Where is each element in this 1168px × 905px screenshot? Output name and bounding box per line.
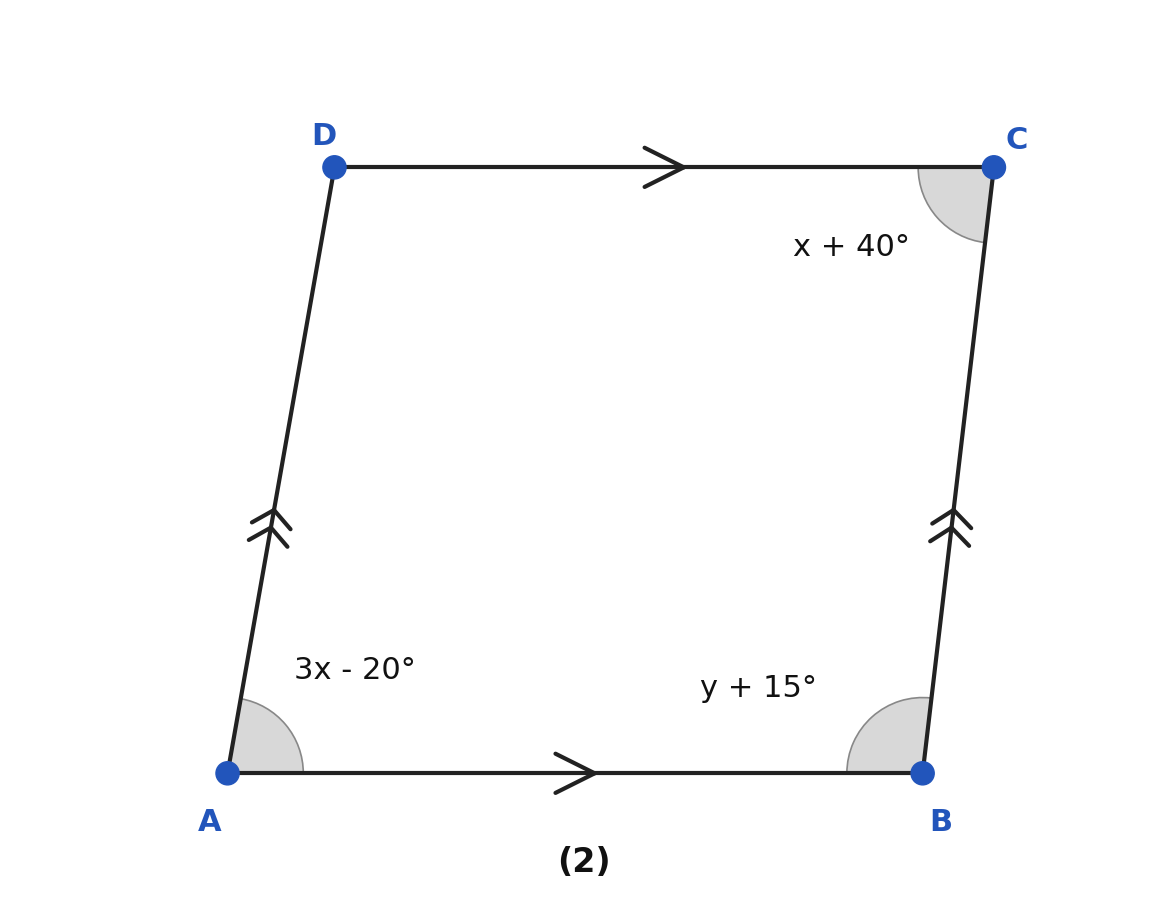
- Circle shape: [216, 762, 239, 785]
- Text: B: B: [929, 808, 952, 837]
- Circle shape: [982, 156, 1006, 179]
- Wedge shape: [918, 167, 994, 243]
- Text: (2): (2): [557, 846, 611, 879]
- Text: D: D: [311, 121, 336, 150]
- Text: y + 15°: y + 15°: [700, 674, 816, 703]
- Text: x + 40°: x + 40°: [793, 233, 910, 262]
- Circle shape: [322, 156, 346, 179]
- Text: A: A: [197, 808, 222, 837]
- Wedge shape: [228, 699, 304, 773]
- Text: 3x - 20°: 3x - 20°: [294, 656, 416, 685]
- Text: C: C: [1004, 126, 1028, 155]
- Wedge shape: [847, 698, 931, 773]
- Circle shape: [911, 762, 934, 785]
